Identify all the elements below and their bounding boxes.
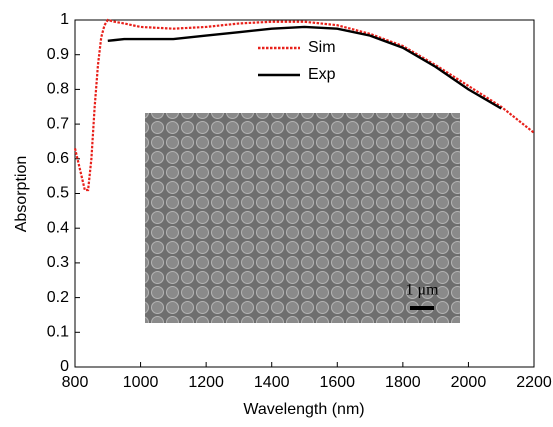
x-tick-label: 1200 bbox=[188, 374, 224, 391]
x-tick-label: 1000 bbox=[123, 374, 159, 391]
y-tick-label: 0.7 bbox=[47, 115, 69, 132]
y-tick-label: 0.3 bbox=[47, 254, 69, 271]
x-tick-label: 800 bbox=[62, 374, 89, 391]
x-tick-label: 1400 bbox=[254, 374, 290, 391]
y-tick-label: 0.5 bbox=[47, 185, 69, 202]
x-tick-label: 2200 bbox=[516, 374, 552, 391]
legend-label: Sim bbox=[308, 39, 336, 56]
y-tick-label: 0.2 bbox=[47, 289, 69, 306]
sem-inset: 1 μm bbox=[145, 113, 460, 323]
y-axis-label: Absorption bbox=[13, 156, 30, 233]
y-tick-label: 0.1 bbox=[47, 324, 69, 341]
x-tick-label: 2000 bbox=[451, 374, 487, 391]
legend-label: Exp bbox=[308, 66, 336, 83]
y-tick-label: 0 bbox=[60, 358, 69, 375]
x-tick-label: 1600 bbox=[319, 374, 355, 391]
x-tick-label: 1800 bbox=[385, 374, 421, 391]
y-tick-label: 0.4 bbox=[47, 219, 69, 236]
y-tick-label: 0.8 bbox=[47, 81, 69, 98]
y-tick-label: 0.9 bbox=[47, 46, 69, 63]
scale-label: 1 μm bbox=[405, 282, 439, 299]
y-tick-label: 1 bbox=[60, 11, 69, 28]
x-axis-label: Wavelength (nm) bbox=[243, 401, 364, 418]
y-tick-label: 0.6 bbox=[47, 150, 69, 167]
series-line bbox=[107, 25, 502, 110]
